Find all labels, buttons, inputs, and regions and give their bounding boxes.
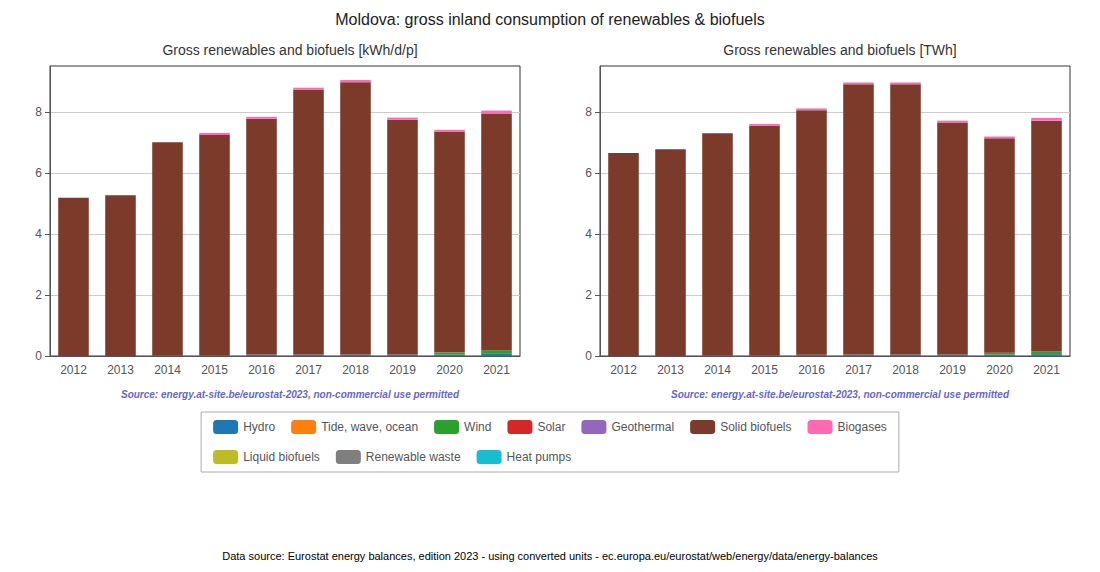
- svg-text:2: 2: [35, 288, 42, 302]
- svg-text:2013: 2013: [657, 363, 684, 377]
- svg-text:2015: 2015: [201, 363, 228, 377]
- svg-text:2017: 2017: [845, 363, 872, 377]
- svg-text:Tide, wave, ocean: Tide, wave, ocean: [321, 420, 418, 434]
- svg-text:Solid biofuels: Solid biofuels: [720, 420, 791, 434]
- svg-text:0: 0: [585, 349, 592, 363]
- svg-text:Heat pumps: Heat pumps: [507, 450, 572, 464]
- svg-text:8: 8: [35, 105, 42, 119]
- svg-text:Gross renewables and biofuels: Gross renewables and biofuels [kWh/d/p]: [162, 42, 417, 58]
- svg-text:2019: 2019: [939, 363, 966, 377]
- svg-text:2016: 2016: [798, 363, 825, 377]
- svg-text:Biogases: Biogases: [838, 420, 887, 434]
- svg-text:Liquid biofuels: Liquid biofuels: [243, 450, 320, 464]
- svg-text:6: 6: [585, 166, 592, 180]
- svg-text:6: 6: [35, 166, 42, 180]
- svg-text:2017: 2017: [295, 363, 322, 377]
- svg-text:2013: 2013: [107, 363, 134, 377]
- svg-text:4: 4: [35, 227, 42, 241]
- svg-text:Data source: Eurostat energy b: Data source: Eurostat energy balances, e…: [222, 550, 878, 562]
- svg-text:2012: 2012: [60, 363, 87, 377]
- svg-text:2021: 2021: [1033, 363, 1060, 377]
- svg-text:Source: energy.at-site.be/euro: Source: energy.at-site.be/eurostat-2023,…: [121, 389, 460, 400]
- svg-text:Wind: Wind: [464, 420, 491, 434]
- svg-text:2018: 2018: [892, 363, 919, 377]
- svg-text:2019: 2019: [389, 363, 416, 377]
- svg-text:2015: 2015: [751, 363, 778, 377]
- svg-text:Solar: Solar: [537, 420, 565, 434]
- svg-text:8: 8: [585, 105, 592, 119]
- svg-text:2014: 2014: [154, 363, 181, 377]
- svg-text:2018: 2018: [342, 363, 369, 377]
- svg-text:2021: 2021: [483, 363, 510, 377]
- svg-text:Hydro: Hydro: [243, 420, 275, 434]
- svg-text:2: 2: [585, 288, 592, 302]
- svg-text:Moldova: gross inland consumpt: Moldova: gross inland consumption of ren…: [335, 11, 765, 28]
- svg-text:2014: 2014: [704, 363, 731, 377]
- svg-text:Geothermal: Geothermal: [611, 420, 674, 434]
- svg-text:2012: 2012: [610, 363, 637, 377]
- svg-text:2016: 2016: [248, 363, 275, 377]
- svg-text:2020: 2020: [436, 363, 463, 377]
- svg-text:Renewable waste: Renewable waste: [366, 450, 461, 464]
- svg-text:0: 0: [35, 349, 42, 363]
- svg-text:Gross renewables and biofuels: Gross renewables and biofuels [TWh]: [723, 42, 956, 58]
- svg-text:2020: 2020: [986, 363, 1013, 377]
- svg-text:4: 4: [585, 227, 592, 241]
- svg-text:Source: energy.at-site.be/euro: Source: energy.at-site.be/eurostat-2023,…: [671, 389, 1010, 400]
